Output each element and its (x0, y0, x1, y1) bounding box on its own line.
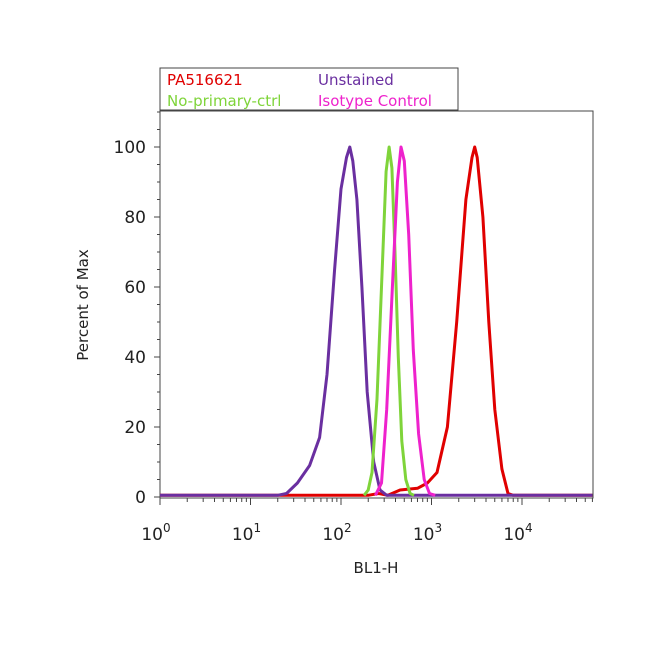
y-tick-label-5: 100 (114, 138, 146, 158)
x-tick-label-3: 103 (413, 521, 442, 545)
legend-entry-2: No-primary-ctrl (167, 92, 281, 110)
legend-entry-0: PA516621 (167, 71, 243, 89)
x-axis-label: BL1-H (354, 559, 399, 577)
plot-area (159, 110, 594, 499)
legend-entry-1: Unstained (318, 71, 394, 89)
y-tick-label-2: 40 (124, 348, 146, 368)
series-line-0 (160, 145, 593, 497)
y-tick-label-3: 60 (124, 278, 146, 298)
y-axis-label: Percent of Max (74, 249, 92, 361)
series-layer (160, 145, 593, 497)
legend-box (159, 67, 459, 111)
y-tick-label-4: 80 (124, 208, 146, 228)
legend: PA516621 Unstained No-primary-ctrl Isoty… (159, 67, 459, 111)
x-tick-label-0: 100 (141, 521, 170, 545)
series-line-3 (374, 145, 436, 497)
x-tick-label-4: 104 (503, 521, 532, 545)
y-tick-label-0: 0 (135, 488, 146, 508)
x-tick-label-1: 101 (232, 521, 261, 545)
legend-entry-3: Isotype Control (318, 92, 432, 110)
axis-layer: 0 20 40 60 80 100 100 101 102 103 104 (114, 111, 593, 545)
x-tick-label-2: 102 (322, 521, 351, 545)
y-tick-label-1: 20 (124, 418, 146, 438)
series-line-2 (362, 145, 415, 497)
series-line-1 (160, 145, 593, 497)
